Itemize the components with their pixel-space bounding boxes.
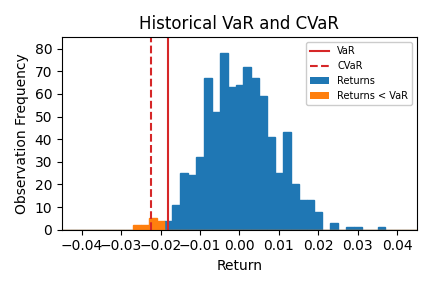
Bar: [378, 228, 385, 230]
Y-axis label: Observation Frequency: Observation Frequency: [15, 53, 29, 214]
Bar: [212, 112, 220, 230]
Bar: [243, 67, 251, 230]
Bar: [307, 200, 314, 230]
VaR: [166, 226, 171, 229]
Bar: [299, 200, 307, 230]
Bar: [275, 173, 283, 230]
Bar: [188, 175, 196, 230]
Bar: [149, 218, 156, 230]
Bar: [346, 228, 354, 230]
Title: Historical VaR and CVaR: Historical VaR and CVaR: [140, 15, 340, 33]
Bar: [156, 221, 165, 230]
Bar: [354, 228, 362, 230]
Bar: [180, 173, 188, 230]
Bar: [196, 157, 204, 230]
Bar: [235, 85, 243, 230]
Bar: [330, 223, 338, 230]
Bar: [259, 96, 267, 230]
Bar: [251, 78, 259, 230]
Bar: [291, 184, 299, 230]
Bar: [172, 205, 180, 230]
CVaR: [148, 226, 153, 229]
Bar: [141, 225, 149, 230]
VaR: [166, 228, 171, 232]
Bar: [165, 221, 172, 230]
X-axis label: Return: Return: [216, 259, 263, 273]
Legend: VaR, CVaR, Returns, Returns < VaR: VaR, CVaR, Returns, Returns < VaR: [306, 42, 412, 105]
Bar: [228, 87, 235, 230]
Bar: [267, 137, 275, 230]
Bar: [220, 53, 228, 230]
Bar: [314, 212, 322, 230]
Bar: [133, 225, 141, 230]
Bar: [204, 78, 212, 230]
Bar: [283, 132, 291, 230]
CVaR: [148, 228, 153, 232]
